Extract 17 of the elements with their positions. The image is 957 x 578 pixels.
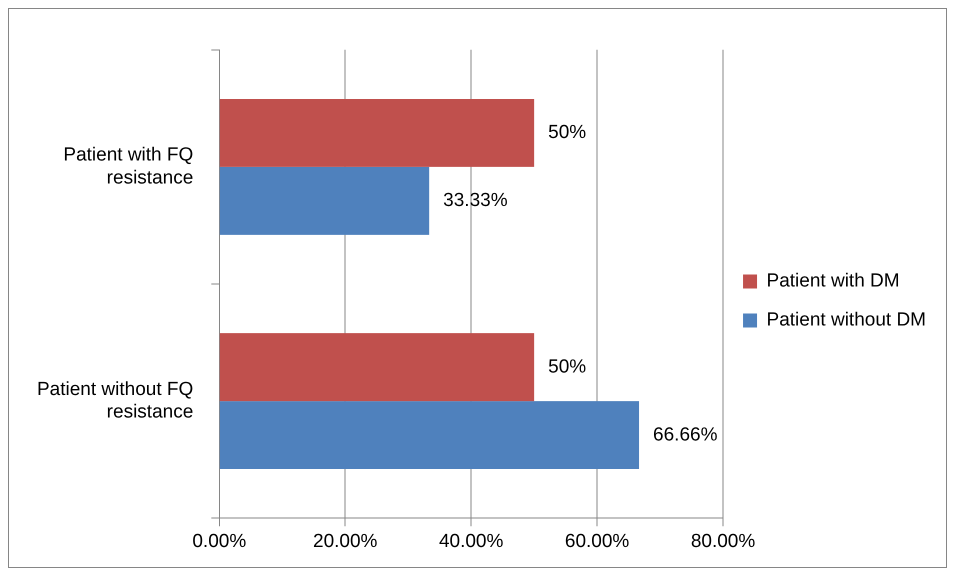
y-tick-label: Patient without FQ resistance	[37, 378, 194, 423]
data-label: 33.33%	[443, 190, 508, 212]
x-tick-label: 0.00%	[192, 530, 246, 552]
bar	[220, 166, 430, 235]
data-label: 50%	[548, 356, 586, 378]
legend-label: Patient with DM	[766, 270, 900, 292]
bar	[220, 333, 534, 402]
bar	[220, 401, 640, 470]
x-tick-label: 20.00%	[313, 530, 378, 552]
data-label: 66.66%	[653, 424, 718, 446]
bar	[220, 98, 534, 167]
x-tick-label: 80.00%	[690, 530, 756, 552]
x-tick-label: 60.00%	[564, 530, 630, 552]
y-tick-label: Patient with FQ resistance	[63, 144, 194, 189]
data-label: 50%	[548, 122, 586, 144]
x-tick-label: 40.00%	[438, 530, 504, 552]
legend-label: Patient without DM	[766, 310, 926, 331]
